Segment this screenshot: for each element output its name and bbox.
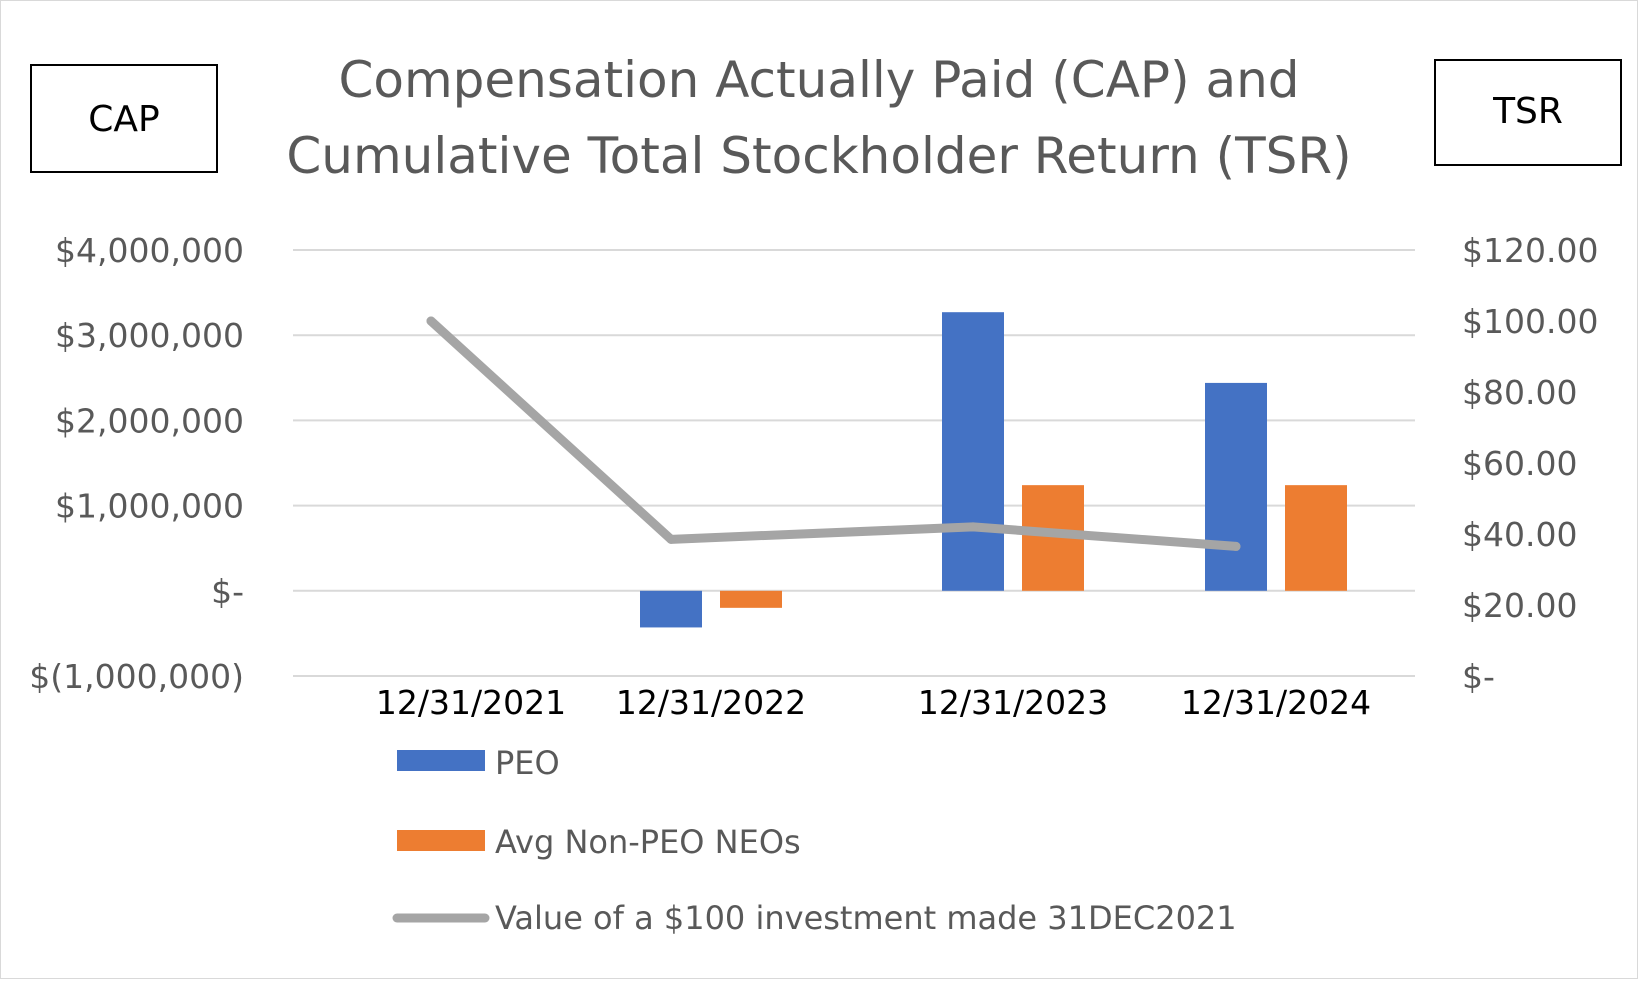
tsr-point-12-31-2023 bbox=[968, 522, 978, 532]
left-tick-label: $3,000,000 bbox=[55, 316, 244, 355]
right-tick-label: $40.00 bbox=[1462, 515, 1577, 554]
left-tick-label: $- bbox=[211, 572, 244, 611]
right-tick-label: $20.00 bbox=[1462, 586, 1577, 625]
tsr-point-12-31-2024 bbox=[1231, 541, 1241, 551]
left-tick-label: $4,000,000 bbox=[55, 231, 244, 270]
category-label-12-31-2022: 12/31/2022 bbox=[616, 683, 806, 722]
bar-series bbox=[640, 312, 1347, 628]
right-tick-label: $- bbox=[1462, 657, 1495, 696]
legend-swatch-avg-non-peo-neos bbox=[397, 830, 485, 851]
right-axis-ticks: $- $20.00 $40.00 $60.00 $80.00 $100.00 $120.00 bbox=[1462, 231, 1598, 696]
left-tick-label: $(1,000,000) bbox=[29, 657, 244, 696]
bar-peo-12-31-2022 bbox=[640, 590, 702, 628]
legend-label-peo: PEO bbox=[495, 744, 560, 782]
bar-avg-non-peo-neos-12-31-2022 bbox=[720, 590, 782, 608]
right-axis-title-border bbox=[1434, 59, 1622, 166]
legend-label-avg-non-peo-neos: Avg Non-PEO NEOs bbox=[495, 823, 801, 861]
right-tick-label: $100.00 bbox=[1462, 302, 1598, 341]
right-tick-label: $60.00 bbox=[1462, 444, 1577, 483]
right-axis-title-box: TSR bbox=[1434, 59, 1622, 166]
right-axis-title: TSR bbox=[1492, 91, 1563, 132]
tsr-line-series bbox=[426, 316, 1241, 551]
category-label-12-31-2023: 12/31/2023 bbox=[918, 683, 1108, 722]
left-axis-ticks: $(1,000,000) $- $1,000,000 $2,000,000 $3,000… bbox=[29, 231, 244, 696]
tsr-line bbox=[426, 316, 1241, 551]
bar-avg-non-peo-neos-12-31-2024 bbox=[1285, 485, 1347, 591]
legend: PEO Avg Non-PEO NEOs Value of a $100 inv… bbox=[392, 744, 1237, 937]
right-tick-label: $80.00 bbox=[1462, 373, 1577, 412]
legend-item-tsr: Value of a $100 investment made 31DEC202… bbox=[392, 899, 1237, 937]
tsr-point-12-31-2021 bbox=[426, 316, 436, 326]
bar-peo-12-31-2024 bbox=[1205, 382, 1267, 591]
tsr-point-12-31-2022 bbox=[666, 534, 676, 544]
legend-label-tsr: Value of a $100 investment made 31DEC202… bbox=[495, 899, 1237, 937]
category-label-12-31-2024: 12/31/2024 bbox=[1181, 683, 1371, 722]
category-labels: 12/31/2021 12/31/2022 12/31/2023 12/31/2024 bbox=[376, 683, 1371, 722]
left-axis-title: CAP bbox=[88, 99, 159, 140]
left-tick-label: $1,000,000 bbox=[55, 487, 244, 526]
legend-swatch-peo bbox=[397, 750, 485, 771]
chart-title-line-2: Cumulative Total Stockholder Return (TSR… bbox=[286, 127, 1351, 185]
left-axis-title-border bbox=[30, 64, 218, 173]
legend-item-avg-non-peo-neos: Avg Non-PEO NEOs bbox=[397, 823, 801, 861]
bar-peo-12-31-2023 bbox=[942, 312, 1004, 591]
left-axis-title-box: CAP bbox=[30, 64, 218, 173]
legend-item-peo: PEO bbox=[397, 744, 560, 782]
right-tick-label: $120.00 bbox=[1462, 231, 1598, 270]
left-tick-label: $2,000,000 bbox=[55, 401, 244, 440]
chart-title-line-1: Compensation Actually Paid (CAP) and bbox=[338, 51, 1299, 109]
category-label-12-31-2021: 12/31/2021 bbox=[376, 683, 566, 722]
